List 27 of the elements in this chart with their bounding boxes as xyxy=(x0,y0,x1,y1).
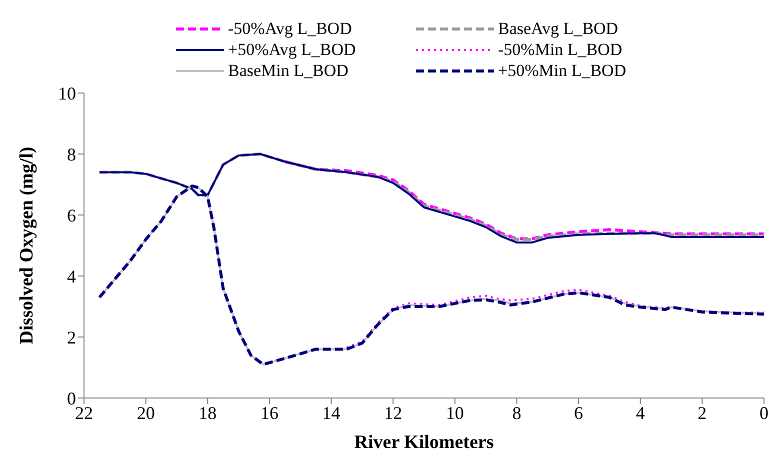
x-tick-label: 2 xyxy=(698,402,707,423)
x-tick-label: 22 xyxy=(75,402,93,423)
x-tick-label: 8 xyxy=(512,402,522,423)
legend-label: BaseMin L_BOD xyxy=(228,60,348,80)
x-tick-label: 10 xyxy=(446,402,464,423)
y-tick-label: 10 xyxy=(58,83,76,104)
x-tick-label: 16 xyxy=(260,402,278,423)
legend-label: BaseAvg L_BOD xyxy=(498,18,618,38)
x-tick-label: 6 xyxy=(574,402,584,423)
x-axis-title: River Kilometers xyxy=(354,432,494,453)
x-tick-label: 18 xyxy=(198,402,217,423)
legend-label: +50%Min L_BOD xyxy=(498,60,626,80)
y-tick-label: 0 xyxy=(67,388,76,408)
y-axis-title: Dissolved Oxygen (mg/l) xyxy=(16,146,38,344)
y-tick-label: 6 xyxy=(67,205,76,226)
legend-label: -50%Min L_BOD xyxy=(498,40,622,60)
x-tick-label: 14 xyxy=(322,402,340,423)
x-tick-label: 20 xyxy=(136,402,155,423)
y-tick-label: 2 xyxy=(67,327,76,348)
line-series xyxy=(283,160,764,240)
legend-label: -50%Avg L_BOD xyxy=(228,18,352,38)
x-tick-label: 4 xyxy=(636,402,645,423)
y-tick-label: 4 xyxy=(67,266,76,286)
x-tick-label: 12 xyxy=(384,402,402,423)
y-tick-label: 8 xyxy=(67,144,76,164)
legend-label: +50%Avg L_BOD xyxy=(228,40,356,60)
x-tick-label: 0 xyxy=(760,402,768,423)
